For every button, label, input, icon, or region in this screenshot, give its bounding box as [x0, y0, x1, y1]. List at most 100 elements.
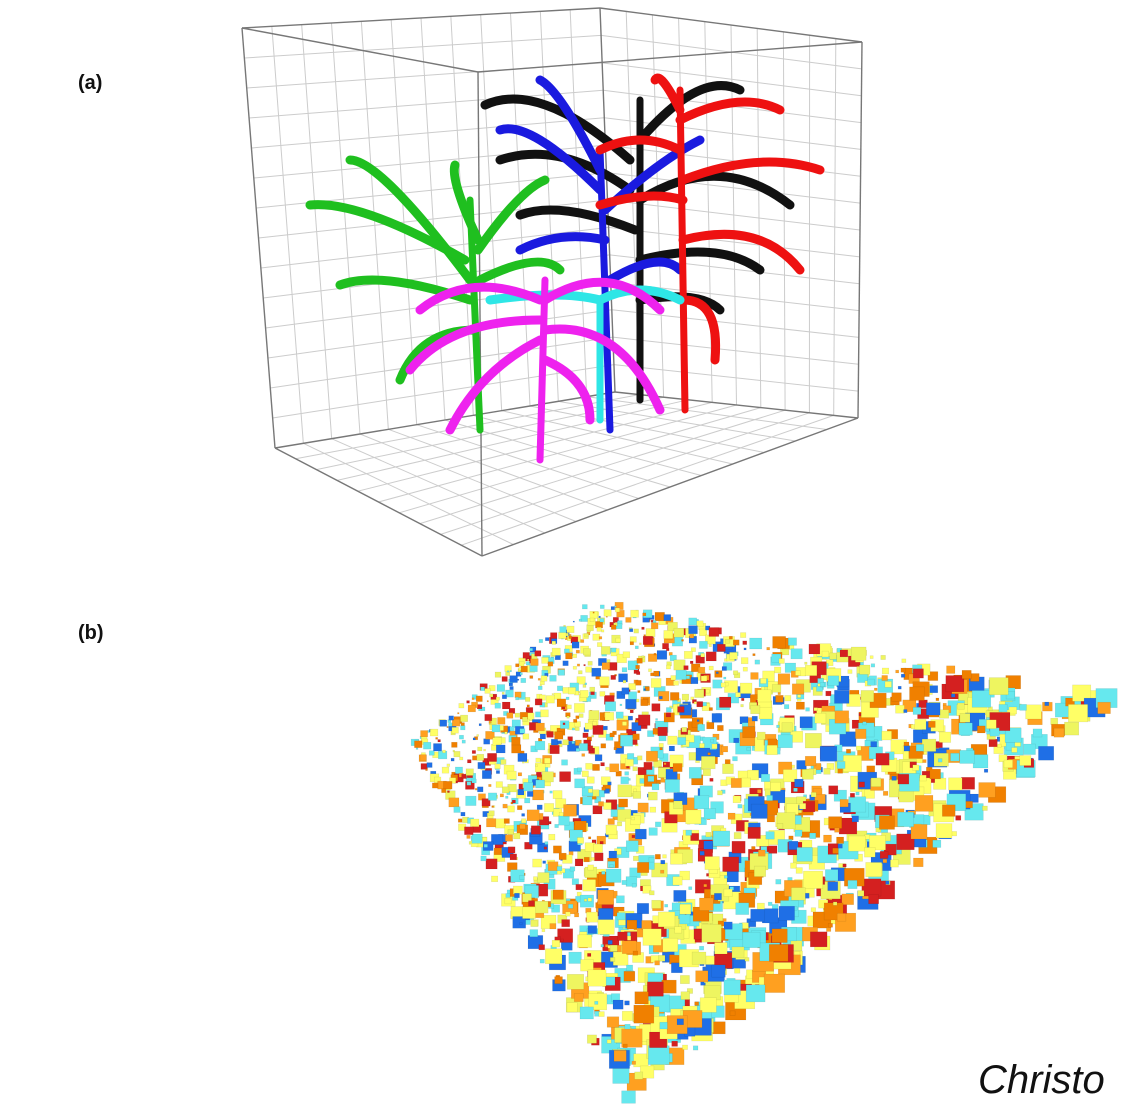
voxel: [710, 739, 713, 742]
voxel: [797, 760, 807, 769]
voxel: [713, 831, 730, 846]
voxel: [606, 869, 621, 883]
voxel: [477, 754, 484, 760]
voxel: [622, 1011, 632, 1020]
voxel: [686, 810, 702, 824]
voxel: [842, 894, 854, 905]
voxel: [673, 763, 682, 771]
voxel: [767, 815, 775, 822]
voxel: [573, 621, 574, 622]
voxel: [999, 704, 1007, 712]
voxel: [522, 717, 527, 722]
voxel: [427, 763, 432, 768]
figure-art: [0, 0, 1121, 1114]
voxel: [848, 670, 852, 674]
voxel: [603, 726, 607, 730]
footer-text: Christo: [978, 1058, 1105, 1103]
voxel: [615, 606, 617, 608]
voxel: [592, 735, 594, 737]
voxel: [583, 685, 586, 688]
voxel: [606, 977, 615, 985]
voxel: [543, 861, 546, 864]
voxel: [708, 753, 711, 756]
voxel: [593, 844, 602, 852]
voxel: [835, 711, 849, 724]
voxel: [601, 944, 604, 947]
voxel: [567, 716, 570, 718]
voxel: [652, 784, 659, 790]
voxel: [848, 880, 857, 888]
voxel: [670, 692, 679, 700]
voxel: [442, 789, 446, 793]
voxel: [567, 705, 571, 709]
voxel: [490, 694, 493, 697]
voxel: [582, 605, 587, 610]
voxel: [977, 726, 985, 733]
voxel: [585, 723, 592, 730]
voxel: [521, 819, 526, 823]
voxel: [512, 745, 522, 754]
voxel: [661, 860, 665, 864]
voxel: [507, 771, 516, 779]
voxel: [1026, 705, 1042, 719]
voxel: [535, 699, 542, 705]
voxel: [680, 904, 691, 914]
voxel: [936, 698, 939, 701]
voxel: [697, 702, 703, 707]
voxel: [528, 901, 534, 907]
voxel: [588, 970, 606, 986]
voxel: [959, 723, 973, 735]
voxel: [712, 965, 726, 977]
voxel: [721, 683, 726, 687]
voxel: [930, 686, 938, 693]
voxel: [934, 778, 947, 789]
voxel: [538, 686, 542, 690]
voxel: [630, 710, 633, 713]
voxel: [910, 687, 925, 701]
voxel: [537, 805, 542, 810]
voxel: [416, 748, 418, 750]
voxel: [527, 659, 529, 661]
voxel: [607, 1040, 611, 1044]
voxel: [614, 747, 617, 750]
voxel: [794, 788, 798, 792]
voxel: [694, 702, 697, 704]
voxel: [597, 627, 602, 631]
voxel: [757, 732, 765, 739]
voxel: [970, 674, 979, 682]
voxel: [535, 741, 545, 750]
voxel: [746, 985, 765, 1002]
voxel: [595, 621, 602, 628]
voxel: [481, 687, 485, 691]
voxel: [520, 729, 525, 734]
voxel: [627, 920, 637, 929]
voxel: [846, 749, 850, 753]
voxel: [553, 890, 564, 900]
voxel: [675, 927, 682, 933]
voxel: [1012, 748, 1018, 753]
voxel: [582, 754, 585, 757]
voxel: [531, 921, 538, 927]
voxel: [702, 924, 722, 942]
voxel: [990, 728, 999, 736]
voxel: [1051, 718, 1058, 724]
voxel: [757, 903, 764, 909]
voxel: [741, 704, 744, 707]
voxel: [613, 1069, 630, 1084]
voxel: [697, 720, 699, 722]
voxel: [865, 790, 875, 799]
voxel: [736, 903, 749, 915]
voxel: [635, 829, 646, 839]
voxel: [855, 729, 866, 739]
voxel: [723, 857, 739, 872]
voxel: [655, 854, 660, 859]
voxel: [755, 660, 760, 664]
voxel: [858, 891, 864, 897]
voxel: [575, 859, 583, 866]
voxel: [602, 630, 605, 632]
voxel: [643, 613, 646, 616]
voxel: [581, 640, 584, 643]
voxel: [497, 685, 505, 692]
voxel: [825, 870, 838, 881]
voxel: [523, 652, 530, 658]
